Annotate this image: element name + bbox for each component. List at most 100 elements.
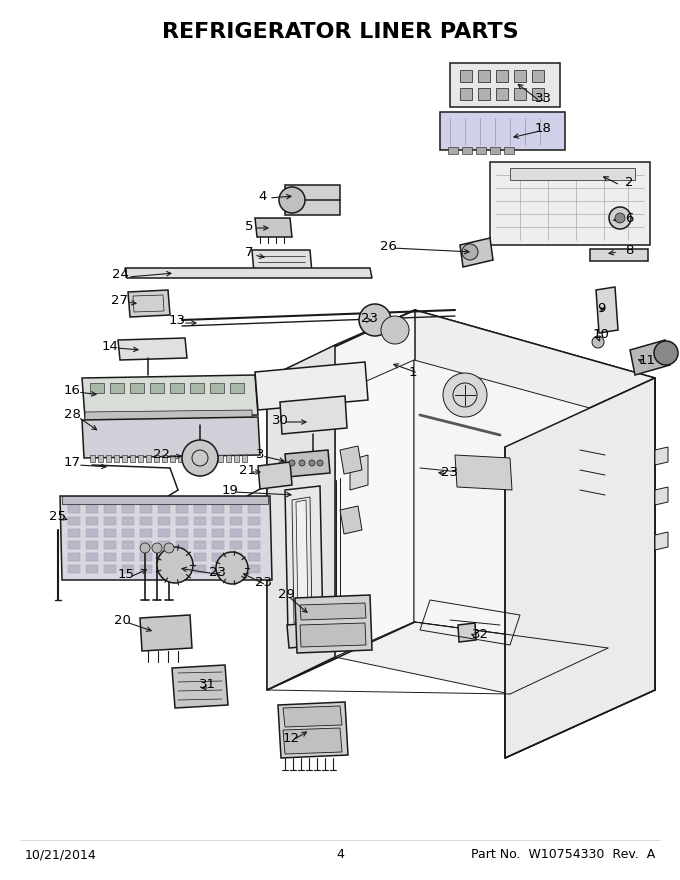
Polygon shape: [340, 446, 362, 474]
Text: 13: 13: [169, 313, 186, 326]
Polygon shape: [630, 340, 670, 375]
Polygon shape: [140, 529, 152, 537]
Polygon shape: [85, 410, 252, 422]
Text: 22: 22: [154, 449, 171, 461]
Polygon shape: [596, 287, 618, 333]
Circle shape: [381, 316, 409, 344]
Polygon shape: [335, 360, 414, 657]
Polygon shape: [258, 462, 292, 489]
Polygon shape: [176, 505, 188, 513]
Polygon shape: [218, 455, 223, 462]
Polygon shape: [158, 541, 170, 549]
Polygon shape: [350, 455, 368, 490]
Circle shape: [309, 460, 315, 466]
Polygon shape: [122, 517, 134, 525]
Polygon shape: [194, 517, 206, 525]
Polygon shape: [162, 455, 167, 462]
Polygon shape: [82, 417, 260, 458]
Polygon shape: [158, 517, 170, 525]
Polygon shape: [590, 249, 648, 261]
Polygon shape: [476, 147, 486, 154]
Polygon shape: [230, 553, 242, 561]
Polygon shape: [178, 455, 183, 462]
Polygon shape: [125, 268, 372, 278]
Polygon shape: [130, 383, 144, 393]
Polygon shape: [285, 486, 323, 634]
Polygon shape: [122, 541, 134, 549]
Polygon shape: [230, 565, 242, 573]
Polygon shape: [278, 702, 348, 758]
Polygon shape: [140, 615, 192, 651]
Polygon shape: [68, 553, 80, 561]
Polygon shape: [190, 383, 204, 393]
Polygon shape: [478, 88, 490, 100]
Polygon shape: [230, 505, 242, 513]
Polygon shape: [82, 375, 258, 418]
Polygon shape: [230, 383, 244, 393]
Polygon shape: [122, 565, 134, 573]
Polygon shape: [505, 378, 655, 758]
Polygon shape: [140, 505, 152, 513]
Polygon shape: [68, 541, 80, 549]
Polygon shape: [248, 541, 260, 549]
Text: 3: 3: [256, 448, 265, 460]
Text: 27: 27: [112, 294, 129, 306]
Text: 4: 4: [336, 848, 344, 862]
Text: 20: 20: [114, 613, 131, 627]
Polygon shape: [255, 362, 368, 410]
Polygon shape: [478, 70, 490, 82]
Circle shape: [164, 543, 174, 553]
Polygon shape: [106, 455, 111, 462]
Polygon shape: [158, 553, 170, 561]
Polygon shape: [455, 455, 512, 490]
Polygon shape: [176, 517, 188, 525]
Polygon shape: [86, 505, 98, 513]
Text: 11: 11: [639, 354, 656, 366]
Text: 23: 23: [362, 312, 379, 325]
Polygon shape: [104, 505, 116, 513]
Circle shape: [615, 213, 625, 223]
Text: 16: 16: [63, 384, 80, 397]
Polygon shape: [68, 517, 80, 525]
Polygon shape: [110, 383, 124, 393]
Polygon shape: [514, 88, 526, 100]
Circle shape: [359, 304, 391, 336]
Polygon shape: [504, 147, 514, 154]
Polygon shape: [460, 70, 472, 82]
Polygon shape: [267, 310, 655, 447]
Text: 32: 32: [471, 627, 488, 641]
Text: 30: 30: [271, 414, 288, 427]
Polygon shape: [90, 455, 95, 462]
Circle shape: [157, 547, 193, 583]
Polygon shape: [248, 565, 260, 573]
Polygon shape: [267, 310, 655, 447]
Polygon shape: [86, 553, 98, 561]
Text: 21: 21: [239, 464, 256, 476]
Polygon shape: [68, 565, 80, 573]
Text: 24: 24: [112, 268, 129, 282]
Polygon shape: [248, 517, 260, 525]
Polygon shape: [285, 450, 330, 477]
Polygon shape: [287, 622, 324, 648]
Circle shape: [182, 440, 218, 476]
Polygon shape: [68, 529, 80, 537]
Circle shape: [289, 460, 295, 466]
Circle shape: [299, 460, 305, 466]
Text: 29: 29: [277, 588, 294, 600]
Polygon shape: [202, 455, 207, 462]
Text: 2: 2: [625, 177, 633, 189]
Polygon shape: [340, 506, 362, 534]
Polygon shape: [114, 455, 119, 462]
Polygon shape: [212, 553, 224, 561]
Text: 5: 5: [245, 219, 253, 232]
Text: 18: 18: [534, 121, 551, 135]
Polygon shape: [285, 185, 340, 215]
Polygon shape: [104, 565, 116, 573]
Polygon shape: [170, 383, 184, 393]
Text: 10/21/2014: 10/21/2014: [25, 848, 97, 862]
Polygon shape: [104, 517, 116, 525]
Polygon shape: [194, 553, 206, 561]
Polygon shape: [212, 541, 224, 549]
Polygon shape: [150, 383, 164, 393]
Polygon shape: [158, 565, 170, 573]
